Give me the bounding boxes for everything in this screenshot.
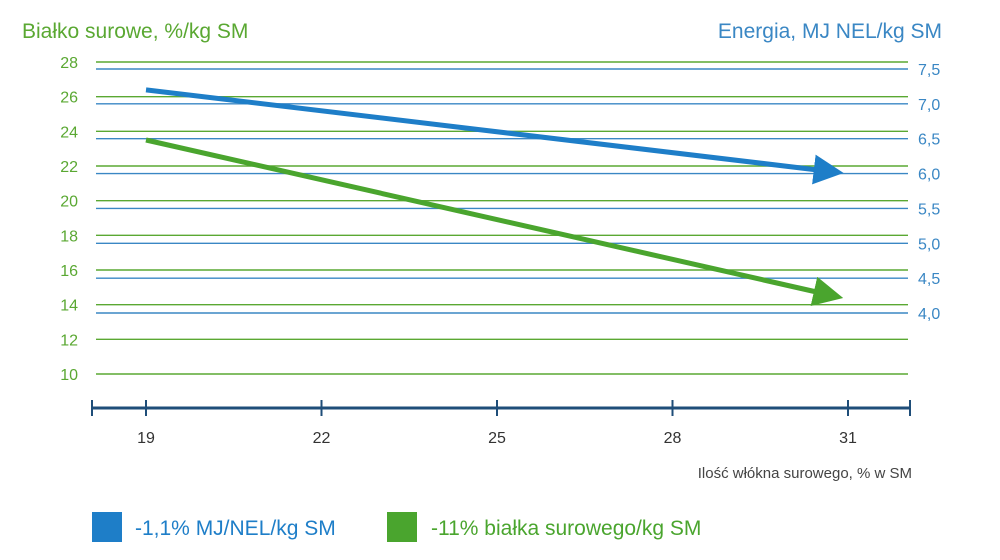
x-tick-label: 19 [137, 430, 155, 447]
y-right-tick-label: 6,5 [918, 132, 940, 149]
y-right-tick-label: 4,5 [918, 271, 940, 288]
y-right-tick-labels: 4,0 4,5 5,0 5,5 6,0 6,5 7,0 7,5 [918, 62, 940, 323]
legend-swatch-protein [387, 512, 417, 542]
y-right-title: Energia, MJ NEL/kg SM [718, 20, 942, 43]
x-tick-label: 25 [488, 430, 506, 447]
x-axis-label: Ilość włókna surowego, % w SM [698, 465, 912, 482]
y-right-tick-label: 7,5 [918, 62, 940, 79]
series-layer [145, 87, 844, 307]
x-tick-label: 22 [313, 430, 331, 447]
y-left-tick-label: 28 [60, 55, 78, 72]
legend-label-energy: -1,1% MJ/NEL/kg SM [135, 517, 336, 540]
y-right-tick-label: 5,0 [918, 236, 940, 253]
y-left-tick-label: 24 [60, 124, 78, 141]
y-left-tick-label: 22 [60, 159, 78, 176]
y-left-tick-labels: 10 12 14 16 18 20 22 24 26 28 [60, 55, 78, 384]
y-right-tick-label: 6,0 [918, 167, 940, 184]
y-left-tick-label: 26 [60, 90, 78, 107]
legend: -1,1% MJ/NEL/kg SM -11% białka surowego/… [92, 512, 701, 542]
y-right-tick-label: 4,0 [918, 306, 940, 323]
y-left-tick-label: 12 [60, 332, 78, 349]
y-left-tick-label: 10 [60, 367, 78, 384]
y-left-tick-label: 16 [60, 263, 78, 280]
y-left-tick-label: 18 [60, 228, 78, 245]
series-protein-arrow [145, 137, 844, 307]
y-left-title: Białko surowe, %/kg SM [22, 20, 248, 43]
y-right-tick-label: 7,0 [918, 97, 940, 114]
x-axis: 19 22 25 28 31 [91, 400, 911, 447]
series-energy-arrow [145, 87, 844, 185]
x-tick-label: 28 [664, 430, 682, 447]
legend-swatch-energy [92, 512, 122, 542]
y-right-tick-label: 5,5 [918, 201, 940, 218]
legend-label-protein: -11% białka surowego/kg SM [431, 517, 701, 540]
grid-right [96, 68, 908, 314]
x-tick-label: 31 [839, 430, 857, 447]
y-left-tick-label: 20 [60, 194, 78, 211]
y-left-tick-label: 14 [60, 298, 78, 315]
grid-left [96, 61, 908, 375]
